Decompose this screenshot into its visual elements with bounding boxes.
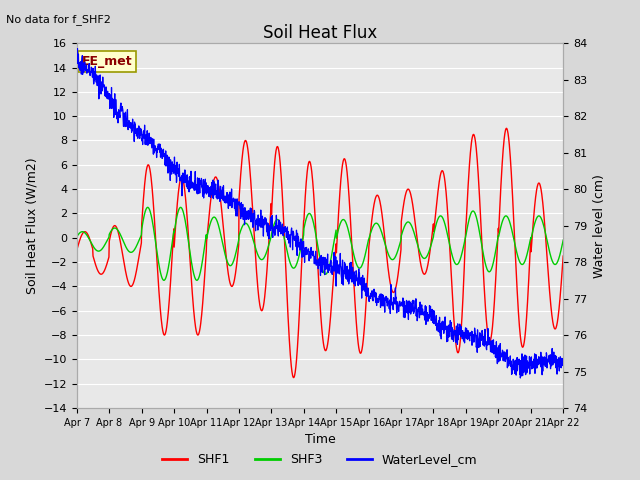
Legend: SHF1, SHF3, WaterLevel_cm: SHF1, SHF3, WaterLevel_cm	[157, 448, 483, 471]
Text: EE_met: EE_met	[82, 55, 132, 68]
X-axis label: Time: Time	[305, 433, 335, 446]
Y-axis label: Water level (cm): Water level (cm)	[593, 174, 605, 277]
Title: Soil Heat Flux: Soil Heat Flux	[263, 24, 377, 42]
Y-axis label: Soil Heat Flux (W/m2): Soil Heat Flux (W/m2)	[25, 157, 38, 294]
Text: No data for f_SHF2: No data for f_SHF2	[6, 14, 111, 25]
